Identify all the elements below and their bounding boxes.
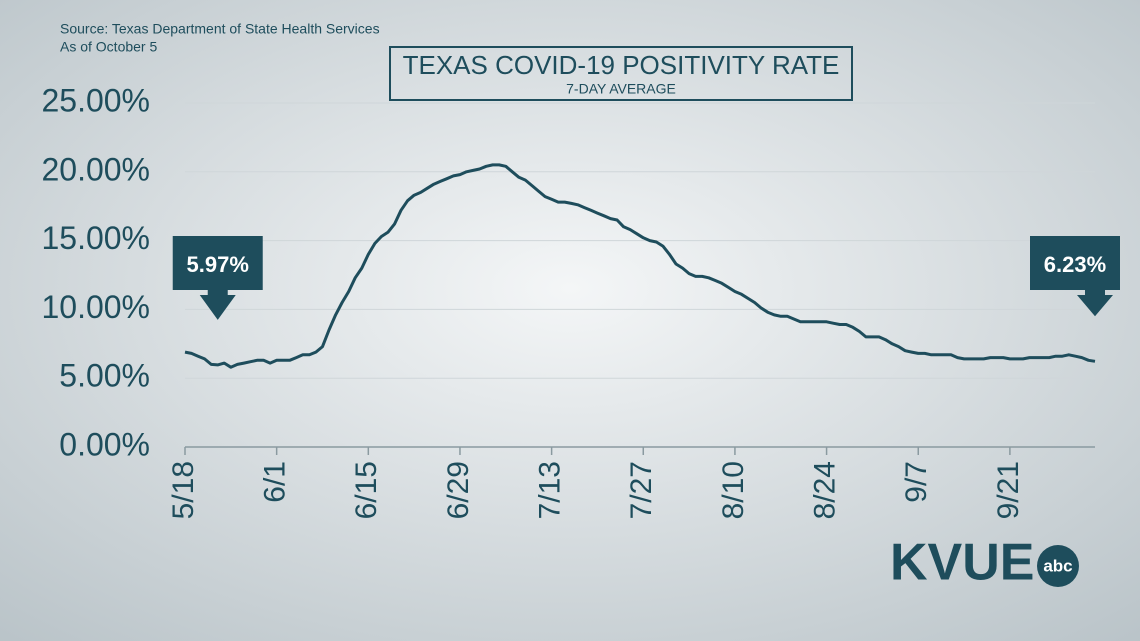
y-tick-label: 5.00% [59,358,150,394]
x-tick-label: 6/1 [259,461,292,503]
x-tick-label: 5/18 [167,461,200,519]
x-tick-label: 6/29 [442,461,475,519]
source: Source: Texas Department of State Health… [60,21,380,37]
x-tick-label: 8/10 [717,461,750,519]
line [184,163,1096,369]
x-tick-label: 8/24 [809,461,842,519]
x-tick-label: 7/13 [534,461,567,519]
callout [1030,236,1120,317]
y-tick-label: 0.00% [59,426,150,462]
chart-subtitle: 7-DAY AVERAGE [566,81,676,97]
logo-badge-text: abc [1043,556,1072,575]
x-tick-label: 9/21 [992,461,1025,519]
note: As of October 5 [60,39,157,55]
callout [172,236,263,320]
y-tick-label: 15.00% [41,220,150,256]
title-box [389,46,853,101]
x-tick-label: 7/27 [625,461,658,519]
chart-title: TEXAS COVID-19 POSITIVITY RATE [403,50,840,80]
logo-badge [1037,545,1079,587]
x-tick-label: 9/7 [900,461,933,503]
callout-label: 6.23% [1044,252,1106,277]
logo: KVUE [890,534,1034,592]
y-tick-label: 25.00% [41,82,150,118]
y-tick-label: 10.00% [41,289,150,325]
callout-label: 5.97% [187,252,249,277]
y-tick-label: 20.00% [41,151,150,187]
x-tick-label: 6/15 [350,461,383,519]
